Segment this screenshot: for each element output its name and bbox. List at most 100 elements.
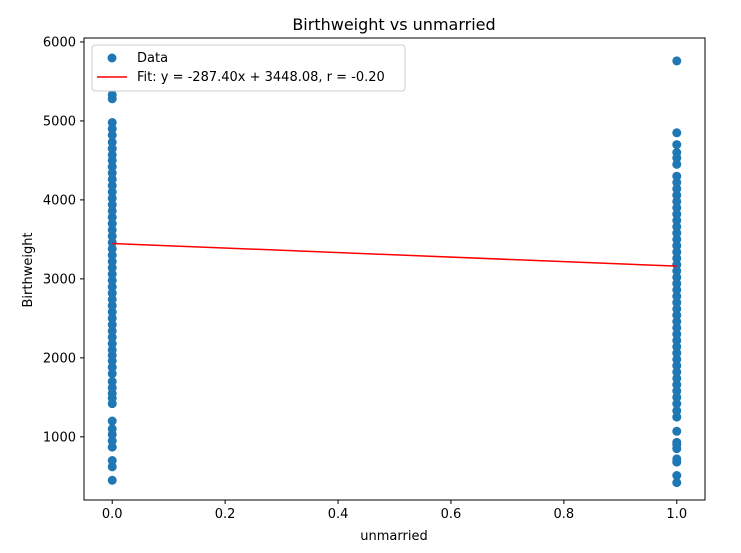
plot-area: 0.0 0.2 0.4 0.6 0.8 1.0 1000 2000 3000 4000 5000 60… xyxy=(43,35,706,522)
data-point xyxy=(107,231,117,241)
data-point xyxy=(672,437,682,447)
data-point xyxy=(107,282,117,292)
legend-marker-data xyxy=(107,53,117,63)
data-point xyxy=(107,301,117,311)
x-tick-label: 0.4 xyxy=(328,507,349,522)
data-point xyxy=(107,206,117,216)
data-point xyxy=(107,256,117,266)
data-point xyxy=(672,412,682,422)
data-point xyxy=(672,304,682,314)
data-point xyxy=(672,317,682,327)
data-point xyxy=(107,456,117,466)
legend-label-data: Data xyxy=(137,51,168,66)
data-point xyxy=(672,285,682,295)
data-point xyxy=(672,342,682,352)
data-point xyxy=(672,184,682,194)
data-point xyxy=(107,339,117,349)
data-point xyxy=(107,193,117,203)
data-point xyxy=(107,326,117,336)
data-point xyxy=(672,367,682,377)
data-point xyxy=(107,332,117,342)
data-point xyxy=(672,386,682,396)
y-tick-label: 5000 xyxy=(43,114,76,129)
x-tick-label: 1.0 xyxy=(666,507,687,522)
data-point xyxy=(672,203,682,213)
data-point xyxy=(107,462,117,472)
data-point xyxy=(672,406,682,416)
data-point xyxy=(672,148,682,158)
data-point xyxy=(107,187,117,197)
data-point xyxy=(672,241,682,251)
data-point xyxy=(107,130,117,140)
data-point xyxy=(107,124,117,134)
data-point xyxy=(107,118,117,128)
data-point xyxy=(672,399,682,409)
data-point xyxy=(107,144,117,154)
data-point xyxy=(672,215,682,225)
data-point xyxy=(672,171,682,181)
data-point xyxy=(107,250,117,260)
data-point xyxy=(107,200,117,210)
data-point xyxy=(107,307,117,317)
data-point xyxy=(107,383,117,393)
data-point xyxy=(672,228,682,238)
axes-frame xyxy=(83,37,706,501)
data-point xyxy=(672,56,682,66)
x-axis-label: unmarried xyxy=(360,529,427,544)
data-point xyxy=(672,392,682,402)
data-point xyxy=(672,190,682,200)
data-point xyxy=(672,471,682,481)
legend: Data Fit: y = -287.40x + 3448.08, r = -0… xyxy=(91,44,406,92)
data-point xyxy=(672,234,682,244)
fit-line xyxy=(112,242,677,267)
legend-label-fit: Fit: y = -287.40x + 3448.08, r = -0.20 xyxy=(137,70,385,85)
data-point xyxy=(672,373,682,383)
data-point xyxy=(107,475,117,485)
data-point xyxy=(672,354,682,364)
data-point xyxy=(672,209,682,219)
data-point xyxy=(672,426,682,436)
data-point xyxy=(672,348,682,358)
data-point xyxy=(107,320,117,330)
data-point xyxy=(107,275,117,285)
y-tick-label: 1000 xyxy=(43,430,76,445)
data-point xyxy=(107,313,117,323)
data-point xyxy=(107,238,117,248)
data-point xyxy=(107,345,117,355)
data-point xyxy=(107,263,117,273)
legend-box xyxy=(91,44,406,92)
data-point xyxy=(107,168,117,178)
x-tick-label: 0.2 xyxy=(215,507,236,522)
data-point xyxy=(107,162,117,172)
data-point xyxy=(672,128,682,138)
data-point xyxy=(672,335,682,345)
data-point xyxy=(107,436,117,446)
data-point xyxy=(672,272,682,282)
y-tick-label: 6000 xyxy=(43,35,76,50)
x-tick-label: 0.8 xyxy=(554,507,575,522)
data-point xyxy=(107,181,117,191)
data-point xyxy=(107,219,117,229)
data-point xyxy=(107,137,117,147)
data-point xyxy=(672,291,682,301)
data-point xyxy=(672,247,682,257)
x-tick-label: 0.6 xyxy=(441,507,462,522)
data-point xyxy=(107,416,117,426)
data-point xyxy=(672,329,682,339)
data-point xyxy=(107,90,117,100)
data-point xyxy=(672,159,682,169)
data-point xyxy=(672,260,682,270)
x-tick-label: 0.0 xyxy=(102,507,123,522)
data-point xyxy=(107,212,117,222)
data-point xyxy=(672,196,682,206)
y-tick-label: 2000 xyxy=(43,351,76,366)
y-tick-label: 3000 xyxy=(43,272,76,287)
data-point xyxy=(672,310,682,320)
data-point xyxy=(672,361,682,371)
data-point xyxy=(107,269,117,279)
data-point xyxy=(107,244,117,254)
data-point xyxy=(672,323,682,333)
data-point xyxy=(107,288,117,298)
data-point xyxy=(672,178,682,188)
